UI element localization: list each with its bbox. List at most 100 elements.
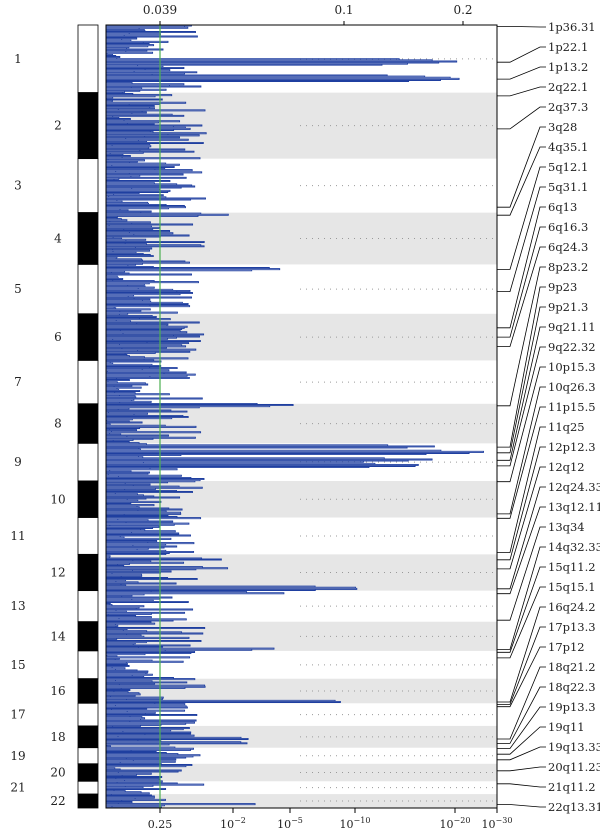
tick-base: 10 [340, 818, 354, 831]
ideogram-chr20 [77, 763, 99, 782]
tick-exponent: −2 [234, 816, 246, 825]
peak-label: 9q22.32 [548, 340, 596, 354]
peak-label: 20q11.23 [548, 760, 600, 774]
ideogram-chr12 [77, 553, 99, 592]
peak-label: 22q13.31 [548, 800, 600, 814]
ideogram-chr21 [77, 780, 99, 795]
plot-border [105, 24, 498, 809]
chromosome-label: 8 [54, 417, 62, 431]
peak-leader [497, 606, 546, 703]
chromosome-label: 15 [10, 658, 25, 672]
peak-label: 4q35.1 [548, 140, 588, 154]
tick-exponent: −10 [354, 816, 371, 825]
chromosome-label: 12 [50, 566, 65, 580]
peak-leader [497, 166, 546, 270]
peak-leader [497, 804, 546, 808]
chromosome-label: 1 [14, 52, 22, 66]
peak-label: 6q16.3 [548, 220, 588, 234]
ideogram-chr8 [77, 403, 99, 444]
peak-label: 18q21.2 [548, 660, 596, 674]
peak-leader [497, 566, 546, 653]
chromosome-bands [106, 58, 497, 808]
peak-label: 14q32.33 [548, 540, 600, 554]
bottom-tick-label: 10−30 [482, 816, 513, 831]
peak-label: 19q13.33 [548, 740, 600, 754]
peak-leader [497, 426, 546, 553]
bottom-tick-label: 10−20 [440, 816, 471, 831]
peak-leader [497, 666, 546, 740]
peak-label: 9p23 [548, 280, 577, 294]
peak-label: 11q25 [548, 420, 585, 434]
peak-leader [497, 646, 546, 708]
peak-leader [497, 106, 546, 130]
peak-leader [497, 506, 546, 595]
peak-label: 18q22.3 [548, 680, 596, 694]
peak-label: 2q37.3 [548, 100, 588, 114]
peak-label: 12p12.3 [548, 440, 596, 454]
ideogram-chr9 [77, 442, 99, 482]
peak-leader [497, 226, 546, 338]
chromosome-label: 22 [50, 794, 65, 808]
ideogram-chr15 [77, 650, 99, 680]
ideogram-chr19 [77, 747, 99, 765]
peak-leader [497, 706, 546, 749]
chromosome-label: 3 [14, 179, 22, 193]
chromosome-label: 11 [10, 529, 25, 543]
chromosome-label: 10 [50, 492, 65, 506]
peak-leader [497, 46, 546, 63]
peak-leader [497, 126, 546, 208]
band-chr20 [106, 763, 497, 782]
peak-label: 6q13 [548, 200, 577, 214]
peak-label: 9q21.11 [548, 320, 596, 334]
chromosome-label: 16 [50, 684, 65, 698]
peak-leader [497, 686, 546, 744]
plot-frame [105, 24, 498, 809]
peak-leader [497, 726, 546, 755]
peak-label: 16q24.2 [548, 600, 596, 614]
chromosome-label: 19 [10, 749, 25, 763]
peak-label: 19p13.3 [548, 700, 596, 714]
ideogram-chr6 [77, 313, 99, 361]
q-value-profile [105, 24, 484, 809]
peak-label: 17p12 [548, 640, 585, 654]
bottom-axis: 0.25 10−2 10−5 10−10 10−20 10−30 [148, 808, 513, 831]
peak-leader [497, 286, 546, 448]
peak-leader [497, 446, 546, 561]
peak-leader [497, 186, 546, 293]
chromosome-label: 17 [10, 708, 25, 722]
peak-leader [497, 246, 546, 347]
peak-leader [497, 25, 546, 28]
peak-label: 1p36.31 [548, 20, 596, 34]
ideogram-chr16 [77, 678, 99, 704]
chromosome-label: 21 [10, 781, 25, 795]
peak-label: 13q34 [548, 520, 585, 534]
peak-label: 13q12.11 [548, 500, 600, 514]
q-value-trace [105, 24, 484, 809]
top-axis: 0.039 0.1 0.2 [143, 3, 473, 25]
chromosome-label: 7 [14, 375, 22, 389]
peak-leader [497, 466, 546, 570]
peak-label: 3q28 [548, 120, 577, 134]
band-chr4 [106, 212, 497, 265]
peak-leader [497, 386, 546, 515]
peak-label: 15q11.2 [548, 560, 596, 574]
peak-leader [497, 586, 546, 659]
tick-base: 10 [220, 818, 234, 831]
peak-label: 10q26.3 [548, 380, 596, 394]
ideogram-chr17 [77, 702, 99, 727]
peak-label: 17p13.3 [548, 620, 596, 634]
peak-leader [497, 146, 546, 216]
peak-leader [497, 486, 546, 590]
ideogram-chr2 [77, 92, 99, 160]
peak-label: 12q24.33 [548, 480, 600, 494]
peak-leader [497, 66, 546, 80]
peak-leader [497, 783, 546, 788]
peak-label: 11p15.5 [548, 400, 596, 414]
tick-base: 10 [482, 818, 496, 831]
chromosome-label: 6 [54, 330, 62, 344]
bottom-tick-label: 0.25 [148, 818, 173, 831]
peak-labels: 1p36.31 1p22.1 1p13.2 2q22.1 2q37.3 3q28 4q35.… [497, 20, 600, 814]
chromosome-label: 5 [14, 282, 22, 296]
